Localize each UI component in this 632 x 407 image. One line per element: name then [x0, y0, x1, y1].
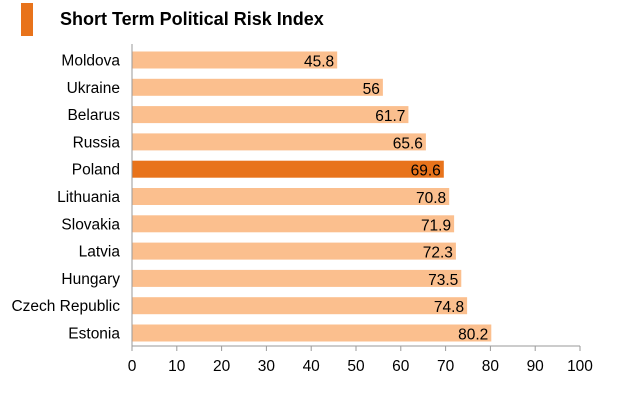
value-label: 72.3 [423, 245, 453, 262]
value-label: 71.9 [421, 217, 451, 234]
bar [132, 51, 338, 69]
value-label: 61.7 [375, 108, 405, 125]
value-label: 70.8 [416, 190, 446, 207]
x-tick-label: 10 [168, 358, 186, 375]
bar [132, 215, 455, 233]
bar [132, 160, 444, 178]
x-tick-label: 70 [437, 358, 455, 375]
value-label: 56 [363, 81, 380, 98]
bar [132, 269, 462, 287]
category-label: Lithuania [57, 189, 120, 206]
value-label: 45.8 [304, 54, 334, 71]
chart-header: Short Term Political Risk Index [0, 0, 632, 40]
category-label: Moldova [61, 53, 120, 70]
category-label: Belarus [67, 107, 120, 124]
value-label: 65.6 [393, 135, 423, 152]
x-tick-label: 30 [258, 358, 276, 375]
category-label: Poland [72, 162, 120, 179]
x-tick-label: 100 [567, 358, 593, 375]
bar [132, 78, 383, 96]
x-tick-label: 80 [482, 358, 500, 375]
category-label: Latvia [79, 244, 121, 261]
category-label: Hungary [61, 271, 120, 288]
bar [132, 324, 492, 342]
x-tick-label: 0 [128, 358, 137, 375]
category-label: Ukraine [67, 80, 120, 97]
bar [132, 188, 450, 205]
bar [132, 242, 456, 260]
x-tick-label: 60 [392, 358, 410, 375]
value-label: 80.2 [458, 327, 488, 344]
x-tick-label: 20 [213, 358, 231, 375]
bar [132, 106, 409, 124]
value-label: 73.5 [428, 272, 458, 289]
x-tick-label: 40 [303, 358, 321, 375]
x-tick-label: 50 [347, 358, 365, 375]
value-label: 74.8 [434, 299, 464, 316]
category-label: Slovakia [61, 216, 120, 233]
category-label: Czech Republic [11, 298, 120, 315]
bar [132, 297, 468, 315]
chart-title: Short Term Political Risk Index [60, 9, 324, 29]
bar [132, 133, 426, 151]
title-accent-bar [21, 3, 33, 36]
value-label: 69.6 [411, 163, 441, 180]
category-label: Estonia [68, 326, 120, 343]
category-label: Russia [73, 134, 121, 151]
x-tick-label: 90 [527, 358, 545, 375]
